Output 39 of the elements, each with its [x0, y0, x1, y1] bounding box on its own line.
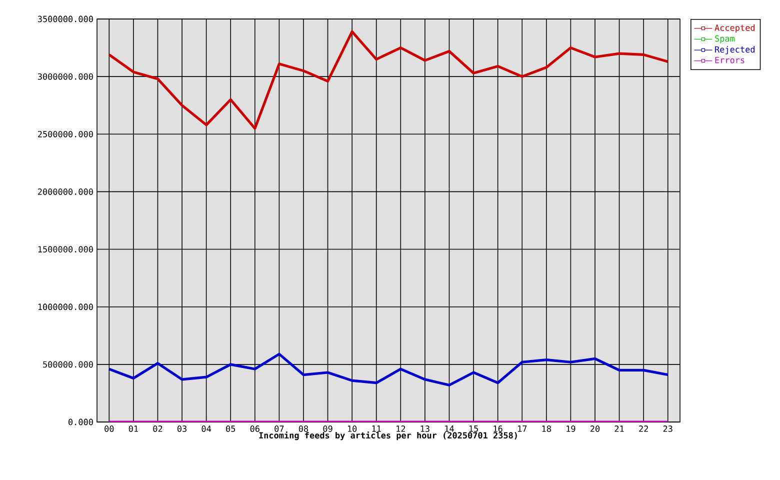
- line-series: [108, 30, 670, 130]
- x-tick-label: 08: [298, 426, 308, 432]
- x-tick-label: 00: [104, 426, 114, 432]
- x-tick-label: 03: [177, 426, 186, 432]
- x-tick-label: 12: [396, 426, 406, 432]
- x-tick-label: 02: [153, 426, 162, 432]
- y-tick-label: 1000000.000: [38, 304, 93, 310]
- x-tick-label: 05: [226, 426, 236, 432]
- x-tick-label: 17: [518, 426, 527, 432]
- y-tick-label: 1500000.000: [38, 246, 93, 252]
- x-tick-label: 13: [420, 426, 430, 432]
- x-tick-label: 01: [128, 426, 138, 432]
- x-tick-label: 11: [372, 426, 381, 432]
- y-tick-label: 3000000.000: [38, 73, 93, 80]
- x-tick-label: 22: [639, 426, 648, 432]
- y-tick-label: 0.000: [68, 418, 93, 426]
- x-tick-label: 18: [542, 426, 551, 432]
- x-tick-label: 14: [445, 426, 454, 432]
- y-tick-label: 2000000.000: [38, 188, 93, 195]
- x-tick-label: 16: [494, 426, 502, 432]
- legend-label: Spam: [715, 35, 734, 44]
- x-tick-label: 04: [202, 426, 211, 432]
- x-tick-label: 09: [323, 426, 332, 432]
- legend-label: Errors: [715, 56, 744, 64]
- x-tick-label: 23: [663, 426, 672, 432]
- x-tick-label: 20: [590, 426, 600, 432]
- x-tick-label: 15: [469, 426, 478, 432]
- x-tick-label: 10: [348, 426, 357, 432]
- y-tick-label: 2500000.000: [38, 130, 93, 138]
- x-tick-label: 21: [614, 426, 624, 432]
- x-axis-title: Incoming feeds by articles per hour (20250701 2358): [259, 432, 517, 440]
- x-tick-label: 19: [566, 426, 576, 432]
- legend-label: Accepted: [714, 24, 754, 33]
- legend-label: Rejected: [715, 46, 754, 54]
- x-tick-label: 06: [250, 426, 260, 432]
- x-tick-label: 07: [274, 426, 284, 432]
- y-tick-label: 500000.000: [43, 361, 93, 368]
- line-series: [108, 352, 670, 386]
- y-tick-label: 3500000.000: [38, 16, 93, 22]
